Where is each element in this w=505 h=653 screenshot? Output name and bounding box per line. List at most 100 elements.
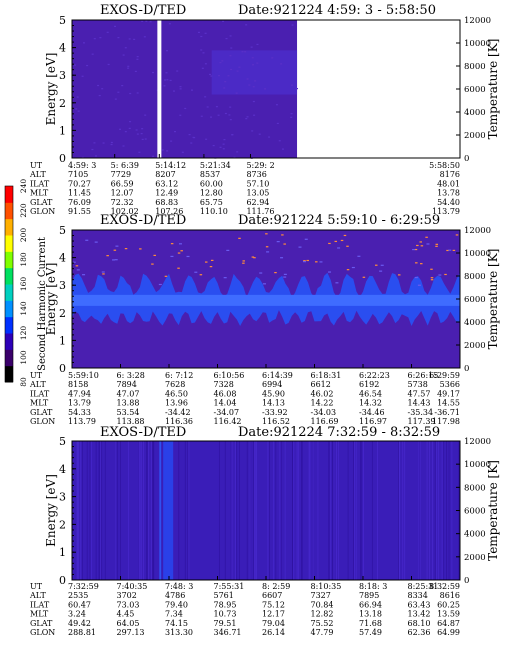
table-cell: 73.03	[117, 600, 140, 609]
table-cell: 7.34	[165, 610, 183, 619]
table-row-label: ALT	[29, 591, 46, 600]
table-cell: 107.26	[155, 207, 183, 216]
table-cell: 8537	[200, 170, 220, 179]
stripe-mark	[80, 441, 82, 580]
noise-mark	[230, 68, 233, 71]
y2-axis-label: Temperature [K]	[486, 39, 500, 140]
table-cell: 7105	[68, 170, 88, 179]
speckle-mark	[113, 249, 117, 251]
table-cell: 6:10:56	[214, 371, 245, 380]
noise-mark	[93, 38, 96, 40]
colorbar-tick-label: 180	[19, 252, 28, 267]
table-row-label: MLT	[30, 189, 49, 198]
noise-mark	[102, 142, 105, 144]
speckle-mark	[340, 239, 344, 242]
y-tick-label: 2	[59, 307, 66, 320]
table-cell: 64.87	[437, 619, 460, 628]
table-cell: 13.88	[117, 399, 140, 408]
speckle-mark	[238, 237, 241, 239]
table-cell: 62.36	[408, 628, 431, 637]
table-cell: 7628	[165, 380, 185, 389]
noise-mark	[186, 255, 190, 258]
y-tick-label: 4	[59, 463, 66, 476]
speckle-mark	[346, 245, 349, 247]
speckle-mark	[274, 272, 277, 274]
table-cell: 60.00	[200, 179, 223, 188]
noise-mark	[448, 249, 452, 251]
noise-mark	[276, 122, 279, 125]
colorbar-segment	[5, 284, 13, 301]
noise-mark	[168, 23, 171, 25]
noise-mark	[268, 136, 271, 138]
table-cell: 47.07	[117, 389, 140, 398]
table-cell: 13.42	[408, 610, 431, 619]
table-cell: 5:58:50	[429, 161, 460, 170]
stripe-mark	[139, 441, 141, 580]
noise-mark	[229, 35, 232, 37]
noise-mark	[304, 238, 308, 240]
table-cell: 46.08	[214, 389, 237, 398]
stripe-mark	[101, 441, 103, 580]
y2-tick-label: 8000	[464, 62, 486, 72]
noise-mark	[262, 283, 266, 285]
y-tick-label: 5	[59, 435, 66, 448]
stripe-mark	[432, 441, 433, 580]
colorbar-label: Second Harmonic Current	[37, 237, 48, 371]
noise-mark	[204, 63, 207, 65]
table-cell: 4.45	[117, 610, 135, 619]
noise-mark	[176, 70, 179, 72]
noise-mark	[205, 138, 208, 140]
noise-mark	[169, 79, 172, 82]
noise-mark	[135, 129, 138, 131]
noise-mark	[119, 128, 122, 130]
y2-tick-label: 0	[464, 364, 469, 374]
noise-mark	[229, 55, 232, 57]
noise-mark	[144, 138, 147, 140]
stripe-mark	[317, 441, 319, 580]
table-cell: 14.43	[408, 399, 431, 408]
table-cell: -34.07	[214, 408, 240, 417]
stripe-mark	[292, 441, 294, 580]
noise-mark	[417, 284, 421, 286]
noise-mark	[115, 245, 119, 247]
noise-mark	[204, 32, 207, 34]
speckle-mark	[420, 263, 423, 265]
table-cell: 91.55	[68, 207, 91, 216]
noise-mark	[188, 134, 191, 136]
y2-tick-label: 6000	[464, 507, 486, 517]
noise-mark	[226, 249, 230, 251]
noise-mark	[166, 79, 169, 81]
stripe-mark	[236, 441, 238, 580]
colorbar-tick-label: 140	[19, 301, 28, 316]
table-cell: 8207	[155, 170, 175, 179]
y2-tick-label: 0	[464, 154, 469, 164]
table-row-label: MLT	[30, 610, 49, 619]
noise-mark	[121, 85, 124, 87]
table-row-label: MLT	[30, 399, 49, 408]
speckle-mark	[151, 263, 154, 265]
noise-mark	[319, 261, 323, 263]
noise-mark	[256, 43, 259, 46]
stripe-mark	[418, 441, 420, 580]
noise-mark	[200, 49, 203, 51]
noise-mark	[129, 92, 132, 95]
noise-mark	[114, 259, 118, 261]
colorbar-tick-label: 220	[19, 203, 28, 218]
noise-mark	[114, 98, 117, 100]
energy-band-core	[72, 294, 460, 306]
panel-1: EXOS-D/TED Date:921224 4:59: 3 - 5:58:50 0…	[29, 3, 500, 216]
stripe-mark	[152, 441, 153, 580]
stripe-mark	[115, 441, 116, 580]
speckle-mark	[177, 252, 181, 254]
noise-mark	[256, 62, 259, 64]
colorbar-tick-label: 160	[19, 277, 28, 292]
table-cell: 13.05	[246, 189, 269, 198]
stripe-mark	[269, 441, 270, 580]
table-row-label: GLAT	[30, 198, 53, 207]
y-tick-label: 1	[59, 334, 66, 347]
noise-mark	[122, 54, 125, 56]
noise-mark	[281, 148, 284, 150]
stripe-mark	[338, 441, 340, 580]
noise-mark	[178, 243, 182, 245]
